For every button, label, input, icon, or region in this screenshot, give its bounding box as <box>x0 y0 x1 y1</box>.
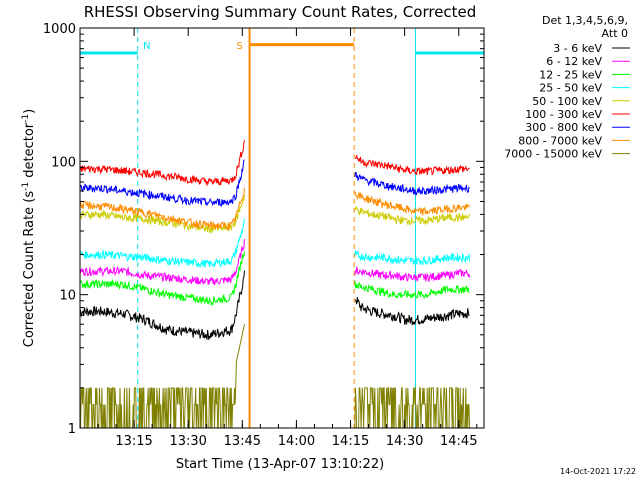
legend-label: 12 - 25 keV <box>539 68 602 81</box>
legend-label: 300 - 800 keV <box>525 121 602 134</box>
legend-label: 800 - 7000 keV <box>518 134 602 147</box>
y-tick-label: 10 <box>59 289 76 304</box>
saa-label: S <box>236 41 242 52</box>
series-line-2-seg-1 <box>354 280 470 300</box>
legend-label: 3 - 6 keV <box>553 42 602 55</box>
series-line-2-seg-0 <box>80 251 245 307</box>
night-label: N <box>143 41 150 52</box>
x-tick-label: 14:30 <box>386 434 423 449</box>
legend-label: 50 - 100 keV <box>532 95 602 108</box>
x-tick-label: 14:15 <box>332 434 369 449</box>
series-line-1-seg-1 <box>354 265 471 283</box>
series-line-5-seg-1 <box>354 155 470 176</box>
series-line-8-seg-0 <box>80 324 245 428</box>
y-tick-label: 1000 <box>43 22 76 37</box>
legend-header-2: Att 0 <box>602 27 628 40</box>
series-line-4-seg-1 <box>354 206 471 226</box>
x-tick-label: 14:45 <box>440 434 477 449</box>
series-line-6-seg-0 <box>80 159 245 207</box>
legend-label: 7000 - 15000 keV <box>504 148 602 161</box>
series-line-0-seg-1 <box>354 297 470 326</box>
y-tick-label: 100 <box>51 155 76 170</box>
footer-date: 14-Oct-2021 17:22 <box>560 467 636 476</box>
y-axis-label: Corrected Count Rate (s-1 detector-1) <box>21 109 37 347</box>
x-tick-label: 13:15 <box>115 434 152 449</box>
y-tick-label: 1 <box>68 422 76 437</box>
legend-label: 6 - 12 keV <box>546 55 602 68</box>
series-line-3-seg-1 <box>354 250 471 266</box>
x-tick-label: 13:45 <box>224 434 261 449</box>
series-line-5-seg-0 <box>80 140 245 186</box>
series-line-8-seg-1 <box>354 387 471 428</box>
series-line-7-seg-1 <box>354 191 471 216</box>
series-line-1-seg-0 <box>80 239 245 286</box>
series-line-6-seg-1 <box>354 171 470 196</box>
legend-label: 25 - 50 keV <box>539 82 602 95</box>
series-line-0-seg-0 <box>80 270 245 340</box>
x-tick-label: 14:00 <box>278 434 315 449</box>
plot-frame <box>79 27 485 429</box>
series-line-7-seg-0 <box>80 187 245 231</box>
chart-title: RHESSI Observing Summary Count Rates, Co… <box>84 3 477 21</box>
x-tick-label: 13:30 <box>169 434 206 449</box>
legend-label: 100 - 300 keV <box>525 108 602 121</box>
x-axis-label: Start Time (13-Apr-07 13:10:22) <box>176 457 384 472</box>
legend-header-1: Det 1,3,4,5,6,9, <box>542 14 628 27</box>
series-line-3-seg-0 <box>80 219 245 269</box>
